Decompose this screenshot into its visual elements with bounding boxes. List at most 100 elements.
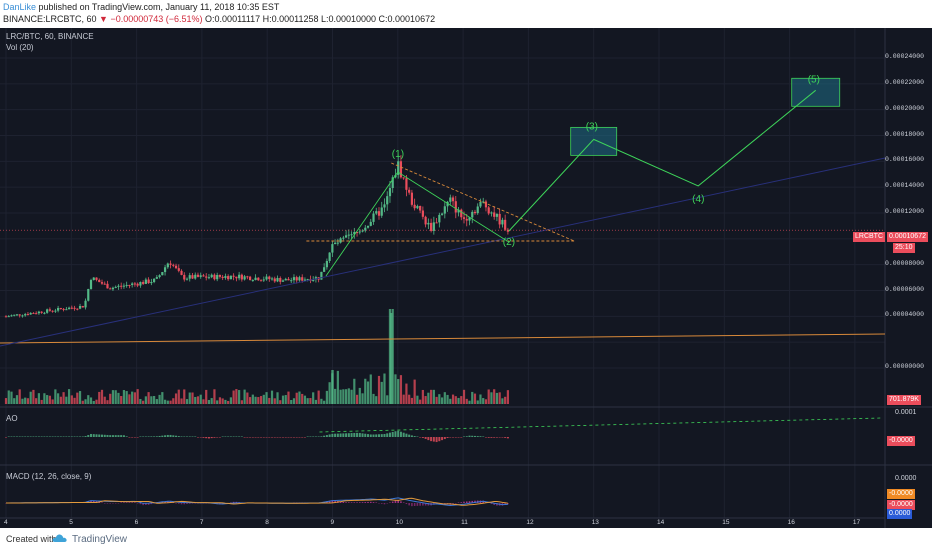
volume-bar: [161, 392, 164, 404]
macd-value-tag-3: 0.0000: [887, 509, 913, 519]
candle-body: [506, 229, 509, 232]
volume-bar: [457, 397, 460, 404]
ao-bar: [202, 437, 205, 438]
published-text: published on TradingView.com, January 11…: [38, 2, 280, 12]
ao-bar: [284, 437, 287, 438]
volume-bar: [421, 389, 424, 404]
macd-histogram-bar: [380, 503, 383, 504]
volume-bar: [4, 398, 8, 404]
macd-histogram-bar: [95, 500, 98, 503]
ao-bar: [424, 437, 427, 439]
macd-value-tag-2: -0.0000: [887, 500, 915, 510]
volume-bar: [24, 397, 27, 404]
volume-bar: [490, 392, 493, 404]
volume-bar: [440, 397, 444, 404]
candle-body: [493, 212, 496, 217]
macd-histogram-bar: [391, 501, 394, 503]
volume-bar: [238, 390, 241, 404]
candle-body: [350, 234, 353, 236]
volume-bar: [468, 400, 471, 404]
volume-bar: [103, 396, 106, 404]
price-tick-label: 0.00006000: [884, 285, 924, 293]
ao-bar: [161, 435, 164, 437]
candle-body: [191, 275, 194, 279]
candle-body: [24, 314, 27, 316]
wave-label: (2): [503, 237, 515, 248]
ao-bar: [323, 435, 326, 437]
macd-histogram-bar: [188, 503, 191, 504]
volume-bar: [210, 398, 213, 404]
chart-canvas[interactable]: (1) (2) (3) (4) (5): [0, 28, 932, 528]
volume-tag: 701.879K: [887, 395, 921, 405]
ao-bar: [183, 436, 186, 437]
volume-bar: [484, 399, 488, 404]
volume-bar: [35, 398, 38, 404]
macd-histogram-bar: [134, 502, 136, 503]
macd-histogram-bar: [468, 501, 471, 503]
candle-body: [10, 315, 13, 317]
macd-histogram-bar: [386, 503, 389, 504]
author-link[interactable]: DanLike: [3, 2, 37, 12]
candle-body: [298, 277, 301, 281]
macd-histogram-bar: [471, 500, 474, 503]
ao-trendline: [319, 417, 882, 433]
candle-body: [265, 276, 268, 280]
macd-histogram-bar: [375, 502, 378, 503]
candle-body: [144, 279, 147, 284]
macd-histogram-bar: [139, 503, 142, 505]
ao-bar: [391, 431, 394, 437]
candle-body: [262, 279, 265, 281]
vol-pane-label: Vol (20): [6, 43, 34, 52]
volume-bar: [369, 374, 372, 404]
volume-bar: [473, 393, 477, 404]
volume-bar: [364, 378, 367, 404]
symbol-text: BINANCE:LRCBTC, 60: [3, 14, 97, 24]
macd-histogram-bar: [164, 501, 166, 503]
candle-body: [67, 307, 71, 310]
volume-bar: [257, 397, 260, 404]
ao-bar: [413, 436, 416, 437]
volume-bar: [268, 397, 271, 404]
ao-bar: [402, 432, 405, 437]
volume-bar: [136, 389, 139, 404]
candle-body: [391, 177, 394, 189]
chart-header: DanLike published on TradingView.com, Ja…: [0, 0, 932, 28]
candle-body: [336, 242, 339, 244]
chart-area[interactable]: (1) (2) (3) (4) (5) LRC/BTC, 60, BINANCE Vol…: [0, 28, 932, 528]
volume-bar: [95, 399, 98, 404]
candle-body: [221, 276, 224, 278]
candle-body: [114, 286, 117, 288]
macd-histogram-bar: [142, 503, 144, 506]
candle-body: [290, 280, 293, 282]
ao-bar: [342, 433, 345, 437]
volume-bar: [216, 400, 219, 404]
volume-bar: [10, 391, 13, 404]
ao-bar: [114, 435, 117, 437]
ao-bar: [260, 437, 263, 438]
volume-bar: [265, 392, 268, 404]
volume-bar: [251, 394, 254, 404]
macd-histogram-bar: [101, 502, 103, 503]
tradingview-brand[interactable]: TradingView: [72, 534, 128, 545]
macd-histogram-bar: [424, 503, 427, 506]
volume-bar: [120, 396, 123, 404]
ao-bar: [295, 437, 298, 438]
volume-bar: [309, 398, 312, 404]
volume-bar: [339, 389, 342, 404]
volume-bar: [476, 400, 479, 404]
macd-histogram-bar: [326, 501, 328, 503]
volume-bar: [449, 398, 452, 404]
candle-body: [468, 217, 471, 221]
volume-bar: [424, 396, 427, 404]
ao-bar: [506, 437, 509, 439]
candle-body: [13, 314, 16, 316]
macd-histogram-bar: [465, 501, 468, 503]
candle-body: [306, 279, 309, 281]
ao-bar: [430, 437, 433, 442]
candle-body: [484, 201, 488, 208]
macd-histogram-bar: [348, 502, 350, 503]
candle-body: [89, 280, 93, 289]
candle-body: [163, 267, 167, 273]
candle-body: [161, 272, 164, 276]
ao-bar: [490, 437, 493, 438]
